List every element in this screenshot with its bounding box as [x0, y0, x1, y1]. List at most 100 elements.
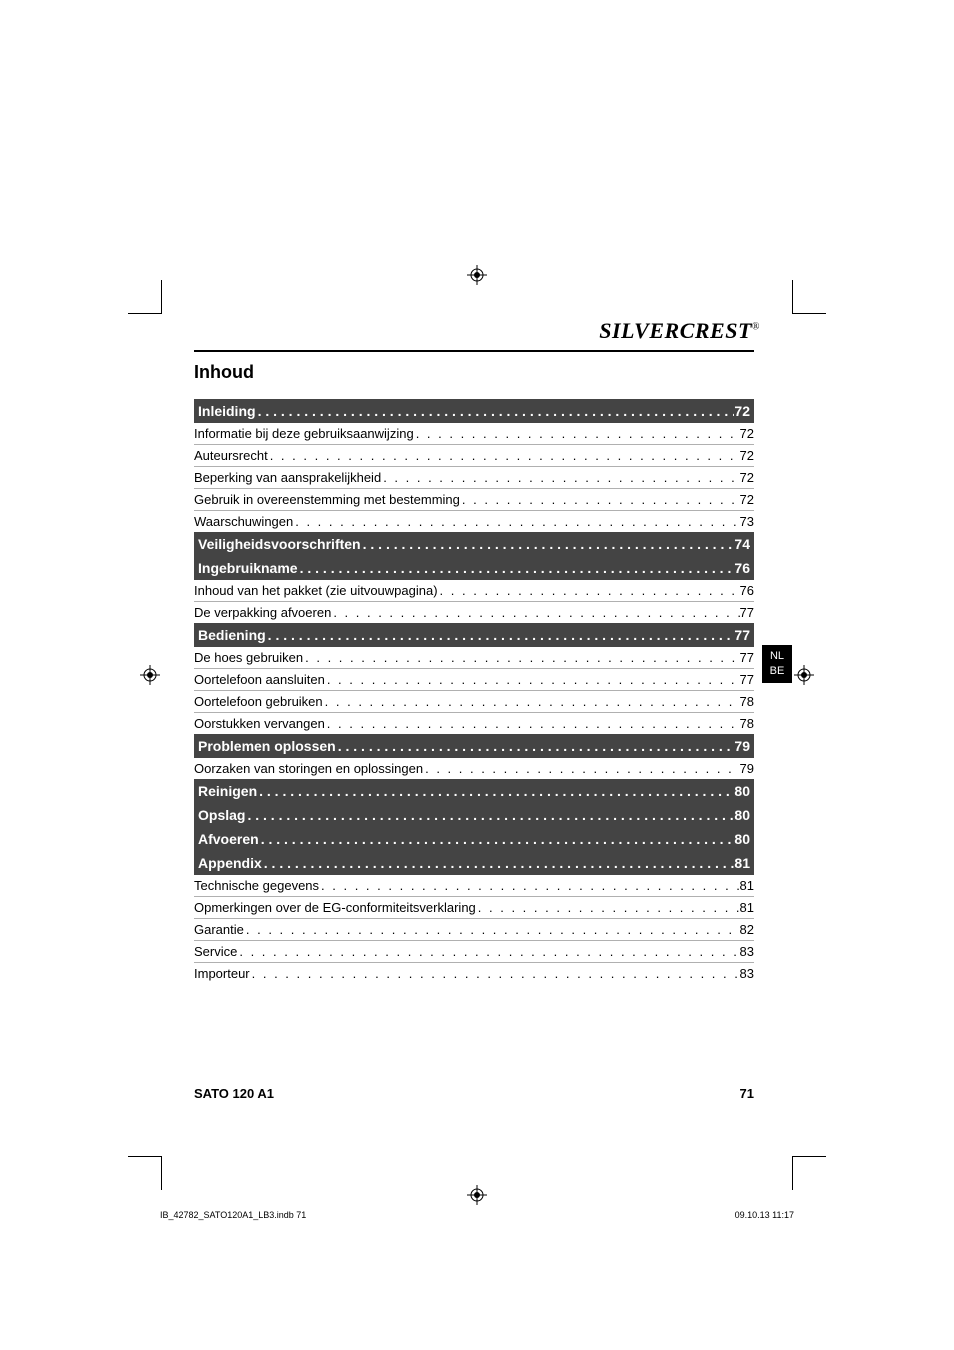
- toc-leader-dots: [476, 901, 740, 914]
- toc-leader-dots: [325, 673, 740, 686]
- toc-leader-dots: [244, 923, 740, 936]
- toc-item-row: De hoes gebruiken 77: [194, 647, 754, 668]
- toc-page: 79: [740, 762, 754, 775]
- toc-page: 80: [734, 832, 750, 846]
- toc-item-row: De verpakking afvoeren77: [194, 601, 754, 623]
- toc-section-row: Inleiding72: [194, 399, 754, 423]
- header-rule: [194, 350, 754, 352]
- toc-page: 72: [740, 471, 754, 484]
- toc-page: 72: [740, 427, 754, 440]
- print-timestamp: 09.10.13 11:17: [735, 1210, 794, 1220]
- toc-item-row: Gebruik in overeenstemming met bestemmin…: [194, 488, 754, 510]
- toc-page: 78: [740, 717, 754, 730]
- toc-label: Service: [194, 945, 237, 958]
- toc-page: 76: [734, 561, 750, 575]
- toc-page: 72: [740, 493, 754, 506]
- toc-page: 72: [734, 404, 750, 418]
- toc-leader-dots: [268, 449, 740, 462]
- footer-model: SATO 120 A1: [194, 1086, 274, 1101]
- toc-item-row: Inhoud van het pakket (zie uitvouwpagina…: [194, 580, 754, 601]
- toc-label: Garantie: [194, 923, 244, 936]
- toc-item-row: Oorzaken van storingen en oplossingen 79: [194, 758, 754, 779]
- brand-text: SILVERCREST: [599, 318, 752, 343]
- toc-label: Bediening: [198, 628, 266, 642]
- toc-label: Waarschuwingen: [194, 515, 293, 528]
- crop-mark: [161, 1156, 162, 1190]
- toc-leader-dots: [250, 967, 740, 980]
- toc-item-row: Garantie82: [194, 918, 754, 940]
- language-tab-line2: BE: [762, 664, 792, 679]
- toc-page: 77: [740, 651, 754, 664]
- page-footer: SATO 120 A1 71: [194, 1086, 754, 1101]
- toc-label: Problemen oplossen: [198, 739, 336, 753]
- toc-page: 73: [740, 515, 754, 528]
- toc-section-row: Reinigen80: [194, 779, 754, 803]
- toc-leader-dots: [438, 584, 740, 597]
- crop-mark: [128, 1156, 162, 1157]
- language-tab-line1: NL: [762, 649, 792, 664]
- toc-item-row: Waarschuwingen 73: [194, 510, 754, 532]
- toc-label: Importeur: [194, 967, 250, 980]
- toc-item-row: Technische gegevens 81: [194, 875, 754, 896]
- toc-leader-dots: [331, 606, 739, 619]
- registration-mark-icon: [140, 665, 160, 685]
- toc-leader-dots: [381, 471, 739, 484]
- toc-leader-dots: [237, 945, 739, 958]
- crop-mark: [792, 313, 826, 314]
- toc-label: Inhoud van het pakket (zie uitvouwpagina…: [194, 584, 438, 597]
- toc-label: Auteursrecht: [194, 449, 268, 462]
- toc-item-row: Importeur 83: [194, 962, 754, 984]
- brand-logo: SILVERCREST®: [599, 318, 760, 344]
- toc-section-row: Ingebruikname76: [194, 556, 754, 580]
- toc-page: 72: [740, 449, 754, 462]
- crop-mark: [128, 313, 162, 314]
- registration-mark-icon: [794, 665, 814, 685]
- toc-leader-dots: [266, 628, 735, 642]
- language-tab: NL BE: [762, 645, 792, 683]
- toc-label: Oortelefoon aansluiten: [194, 673, 325, 686]
- toc-item-row: Opmerkingen over de EG-conformiteitsverk…: [194, 896, 754, 918]
- toc-leader-dots: [245, 808, 734, 822]
- toc-page: 77: [734, 628, 750, 642]
- toc-label: Veiligheidsvoorschriften: [198, 537, 361, 551]
- toc-label: De verpakking afvoeren: [194, 606, 331, 619]
- toc-page: 76: [740, 584, 754, 597]
- toc-label: Gebruik in overeenstemming met bestemmin…: [194, 493, 460, 506]
- toc-section-row: Bediening 77: [194, 623, 754, 647]
- toc-label: Opmerkingen over de EG-conformiteitsverk…: [194, 901, 476, 914]
- toc-item-row: Beperking van aansprakelijkheid72: [194, 466, 754, 488]
- toc-label: Opslag: [198, 808, 245, 822]
- toc-page: 83: [740, 967, 754, 980]
- toc-leader-dots: [319, 879, 740, 892]
- toc-section-row: Afvoeren80: [194, 827, 754, 851]
- toc-label: Oorstukken vervangen: [194, 717, 325, 730]
- toc-leader-dots: [460, 493, 740, 506]
- toc-item-row: Oortelefoon aansluiten77: [194, 668, 754, 690]
- toc-leader-dots: [336, 739, 735, 753]
- toc-label: Reinigen: [198, 784, 257, 798]
- toc-section-row: Problemen oplossen79: [194, 734, 754, 758]
- toc-leader-dots: [303, 651, 739, 664]
- registration-mark-icon: [467, 265, 487, 285]
- toc-page: 83: [740, 945, 754, 958]
- toc-item-row: Auteursrecht 72: [194, 444, 754, 466]
- toc-page: 78: [740, 695, 754, 708]
- toc-title: Inhoud: [194, 362, 754, 383]
- toc-section-row: Veiligheidsvoorschriften74: [194, 532, 754, 556]
- crop-mark: [161, 280, 162, 314]
- toc-label: Informatie bij deze gebruiksaanwijzing: [194, 427, 414, 440]
- crop-mark: [792, 280, 793, 314]
- toc-page: 81: [740, 879, 754, 892]
- toc-label: Technische gegevens: [194, 879, 319, 892]
- toc-leader-dots: [256, 404, 735, 418]
- toc-leader-dots: [298, 561, 735, 575]
- toc-label: De hoes gebruiken: [194, 651, 303, 664]
- toc-page: 81: [740, 901, 754, 914]
- toc-leader-dots: [361, 537, 735, 551]
- footer-page-number: 71: [740, 1086, 754, 1101]
- toc-label: Oorzaken van storingen en oplossingen: [194, 762, 423, 775]
- toc-leader-dots: [325, 717, 740, 730]
- toc-leader-dots: [259, 832, 735, 846]
- toc-leader-dots: [414, 427, 740, 440]
- toc-item-row: Oortelefoon gebruiken78: [194, 690, 754, 712]
